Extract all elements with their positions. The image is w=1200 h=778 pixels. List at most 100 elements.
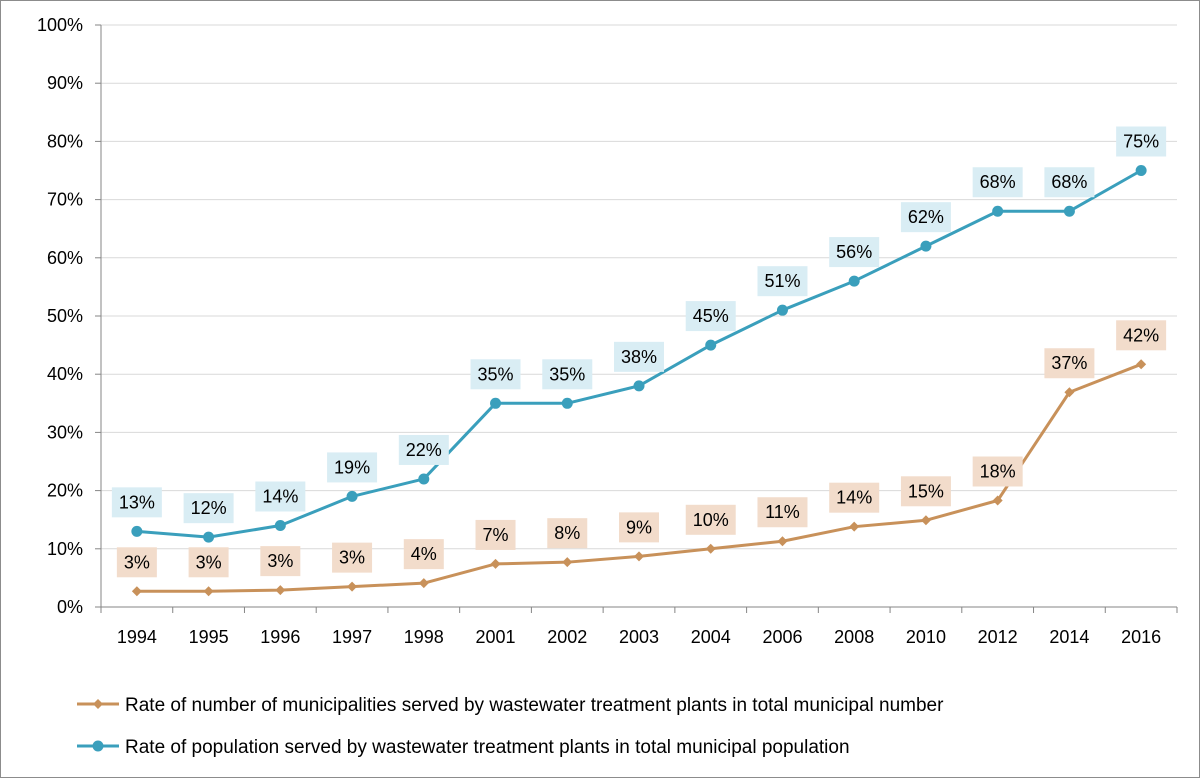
data-label: 15% [908,481,944,501]
data-label: 7% [483,525,509,545]
y-tick-label: 90% [47,73,83,93]
data-label-box [260,546,301,577]
y-tick-label: 30% [47,422,83,442]
data-label-box [188,547,229,578]
data-point [1063,205,1075,217]
x-tick-label: 2012 [978,627,1018,647]
data-label: 10% [693,510,729,530]
data-point [849,521,860,532]
data-point [346,490,358,502]
y-tick-label: 100% [37,15,83,35]
data-label-box [332,542,373,573]
data-point [1064,387,1075,398]
x-tick-label: 1994 [117,627,157,647]
series-lines [131,165,1147,597]
data-label: 4% [411,544,437,564]
data-label: 56% [836,242,872,262]
x-tick-label: 2008 [834,627,874,647]
legend-marker [92,740,104,752]
data-point [203,586,214,597]
data-label: 42% [1123,325,1159,345]
data-label: 3% [339,548,365,568]
data-label: 35% [478,364,514,384]
data-label: 68% [980,172,1016,192]
data-point [490,558,501,569]
legend: Rate of number of municipalities served … [77,695,944,758]
data-label: 45% [693,306,729,326]
x-tick-label: 1995 [189,627,229,647]
data-label-box [255,481,306,512]
data-label-box [547,518,588,549]
y-tick-label: 80% [47,131,83,151]
x-tick-label: 2006 [762,627,802,647]
data-label: 14% [836,488,872,508]
data-label: 14% [262,487,298,507]
x-tick-label: 2010 [906,627,946,647]
data-label-box [470,359,521,390]
data-label: 13% [119,492,155,512]
data-label-box [685,504,736,535]
data-point [131,525,143,537]
data-label-box [685,301,736,332]
data-point [633,380,645,392]
data-label: 3% [267,551,293,571]
data-label-box [757,266,808,297]
data-label-box [614,341,664,372]
x-tick-label: 1998 [404,627,444,647]
y-tick-label: 20% [47,481,83,501]
data-label: 11% [765,502,800,522]
x-tick-label: 2014 [1049,627,1089,647]
data-label-box [327,452,378,483]
data-label: 35% [549,364,585,384]
data-label: 75% [1123,132,1159,152]
data-label-box [972,456,1023,487]
data-point [418,473,430,485]
data-label: 51% [764,271,800,291]
data-label: 19% [334,457,370,477]
y-tick-label: 10% [47,539,83,559]
x-tick-label: 2003 [619,627,659,647]
data-label-box [398,434,449,465]
data-label: 12% [191,498,227,518]
data-label-box [619,512,659,543]
data-point [131,586,142,597]
data-point [777,536,788,547]
legend-label: Rate of number of municipalities served … [125,695,944,716]
data-point [418,578,429,589]
data-point [275,585,286,596]
data-label: 18% [980,461,1016,481]
data-label: 22% [406,440,442,460]
data-label-box [1116,320,1167,351]
data-point [992,495,1003,506]
data-label-box [1044,167,1095,198]
data-point [490,397,502,409]
data-point [1136,359,1147,370]
data-point [1135,165,1147,176]
y-tick-label: 50% [47,306,83,326]
data-point [634,551,644,562]
data-point [274,520,286,532]
data-point [705,543,716,554]
data-point [920,240,932,252]
x-tick-label: 1996 [260,627,300,647]
data-label-box [111,487,162,518]
data-point [562,557,573,568]
y-tick-label: 70% [47,190,83,210]
data-label: 3% [124,552,150,572]
data-label-box [829,482,880,513]
data-label-box [1044,348,1095,379]
data-label: 38% [621,347,657,367]
data-label: 8% [554,523,580,543]
data-label-box [900,476,951,507]
data-point [561,397,573,409]
axes: 0% 10% 20% 30% 40% 50% 60% 70% 80% 90% 100% 1994 199… [37,15,1178,647]
data-label-box [403,539,444,570]
x-tick-label: 2016 [1121,627,1161,647]
legend-marker [93,699,103,709]
data-point [347,581,358,592]
data-point [920,515,931,526]
data-label-box [183,493,234,524]
data-label-box [900,202,951,233]
data-label-box [475,519,516,550]
